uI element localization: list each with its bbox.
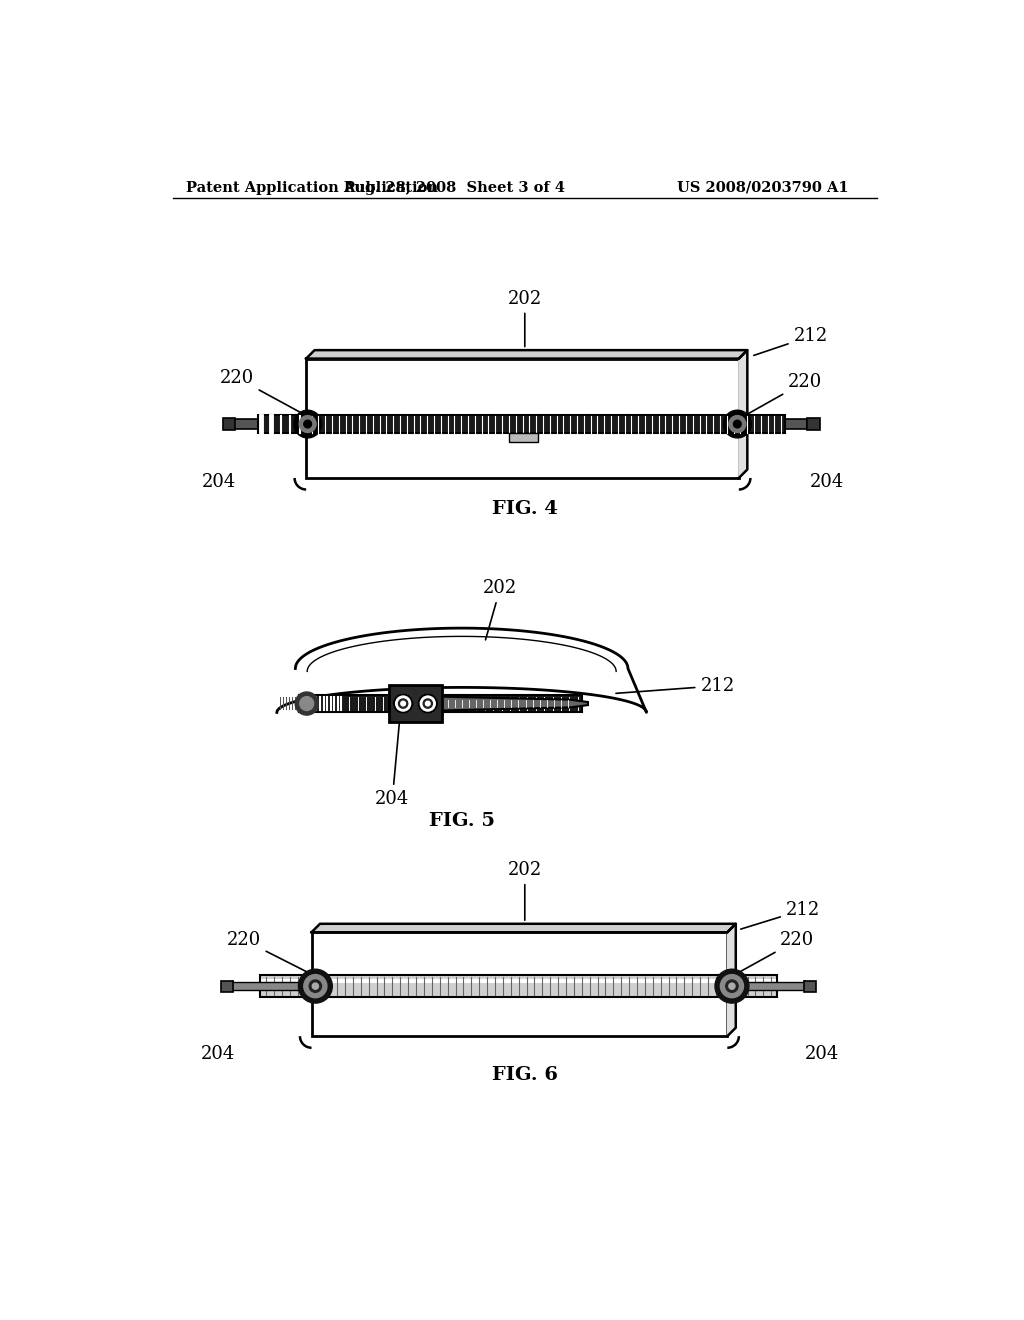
Text: 212: 212 [754, 327, 827, 355]
Circle shape [398, 700, 408, 708]
Bar [283, 697, 285, 710]
Bar [260, 975, 777, 997]
Bar [292, 697, 293, 710]
Text: FIG. 4: FIG. 4 [492, 500, 558, 517]
Circle shape [715, 969, 749, 1003]
Text: 202: 202 [508, 861, 542, 920]
Bar [807, 418, 819, 430]
Polygon shape [727, 924, 736, 1036]
Circle shape [423, 700, 432, 708]
Bar [299, 696, 582, 711]
Circle shape [294, 411, 322, 438]
Text: 202: 202 [508, 290, 542, 347]
Bar [295, 697, 296, 710]
Bar [223, 418, 236, 430]
Polygon shape [441, 697, 588, 710]
Text: Aug. 28, 2008  Sheet 3 of 4: Aug. 28, 2008 Sheet 3 of 4 [343, 181, 565, 194]
Polygon shape [306, 350, 748, 359]
Text: US 2008/0203790 A1: US 2008/0203790 A1 [677, 181, 849, 194]
Text: 204: 204 [375, 718, 410, 808]
Polygon shape [739, 350, 748, 478]
Bar [749, 420, 807, 429]
Bar [221, 981, 233, 991]
Circle shape [726, 979, 738, 993]
Text: 212: 212 [740, 902, 820, 929]
Text: 220: 220 [745, 372, 822, 414]
Bar [258, 414, 785, 433]
Circle shape [312, 983, 318, 989]
Text: Patent Application Publication: Patent Application Publication [186, 181, 438, 194]
Circle shape [720, 974, 743, 998]
Bar [230, 420, 306, 429]
Circle shape [300, 697, 313, 710]
Text: FIG. 5: FIG. 5 [429, 812, 495, 829]
Text: 220: 220 [226, 931, 311, 974]
Circle shape [304, 420, 311, 428]
Circle shape [419, 694, 437, 713]
Circle shape [304, 974, 327, 998]
Circle shape [295, 692, 318, 715]
Bar [286, 697, 288, 710]
Bar [804, 981, 816, 991]
Circle shape [425, 701, 430, 706]
Polygon shape [276, 628, 646, 713]
Bar [280, 697, 282, 710]
Circle shape [400, 701, 406, 706]
Circle shape [394, 694, 413, 713]
Text: 204: 204 [805, 1045, 839, 1063]
Circle shape [299, 416, 316, 433]
Text: 220: 220 [736, 931, 814, 974]
Bar [225, 982, 301, 990]
Text: 204: 204 [810, 473, 845, 491]
Bar [301, 697, 302, 710]
Text: 202: 202 [483, 579, 517, 640]
Text: 204: 204 [202, 473, 237, 491]
Circle shape [298, 969, 333, 1003]
Bar [261, 978, 776, 983]
Text: FIG. 6: FIG. 6 [492, 1065, 558, 1084]
Circle shape [729, 983, 735, 989]
Polygon shape [311, 924, 736, 932]
Bar [311, 932, 727, 1036]
Bar [298, 697, 299, 710]
Bar [389, 685, 441, 722]
Bar [289, 697, 290, 710]
Circle shape [729, 416, 745, 433]
Bar [745, 982, 804, 990]
Text: 220: 220 [220, 368, 305, 414]
Text: 212: 212 [616, 677, 734, 694]
Circle shape [733, 420, 741, 428]
Circle shape [724, 411, 752, 438]
Bar [509, 433, 538, 442]
Text: 204: 204 [201, 1045, 234, 1063]
Bar [306, 359, 739, 478]
Circle shape [309, 979, 322, 993]
